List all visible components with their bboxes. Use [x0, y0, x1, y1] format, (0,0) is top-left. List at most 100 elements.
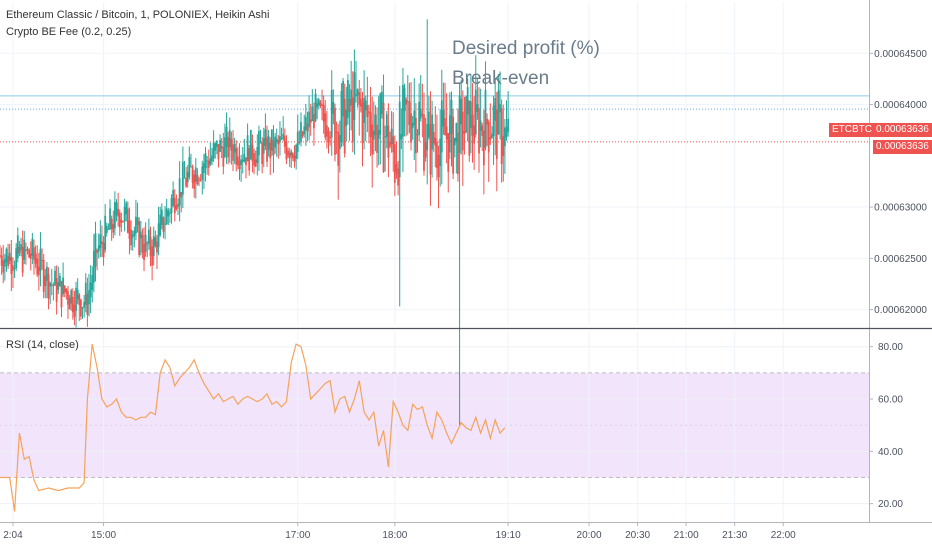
candle-body — [463, 130, 466, 134]
candle-body — [389, 141, 391, 147]
candle-body — [489, 137, 492, 140]
candle-body — [42, 259, 45, 292]
candle-body — [2, 260, 5, 273]
candle-body — [392, 136, 395, 153]
candle-body — [49, 283, 52, 287]
candle-body — [78, 294, 81, 306]
candle-body — [46, 266, 48, 281]
candle-body — [243, 153, 246, 162]
candle-body — [482, 130, 485, 166]
time-axis-label: 15:00 — [91, 530, 116, 541]
candle-body — [319, 102, 322, 106]
candle-body — [21, 247, 24, 273]
candle-body — [258, 131, 260, 156]
candle-body — [249, 130, 252, 160]
candle-body — [89, 282, 92, 298]
candle-body — [28, 249, 31, 258]
rsi-axis-label: 20.00 — [878, 499, 903, 510]
candle-body — [58, 275, 61, 287]
candle-body — [253, 153, 255, 166]
candle-body — [96, 249, 98, 253]
candle-body — [191, 166, 194, 183]
candle-body — [466, 87, 469, 115]
rsi-line — [0, 343, 506, 512]
candle-body — [503, 127, 506, 147]
candle-body — [164, 223, 166, 225]
symbol-legend[interactable]: Ethereum Classic / Bitcoin, 1, POLONIEX,… — [6, 9, 270, 21]
candle-body — [356, 89, 359, 96]
time-axis-label: 22:00 — [771, 530, 796, 541]
candle-body — [70, 290, 73, 304]
candle-body — [329, 136, 332, 139]
candle-body — [411, 122, 414, 128]
candle-body — [235, 148, 238, 165]
candle-body — [387, 125, 390, 158]
candle-body — [439, 138, 442, 167]
candle-body — [431, 114, 433, 150]
candle-body — [55, 278, 58, 303]
candle-body — [400, 134, 403, 140]
candle-body — [50, 284, 53, 286]
candle-body — [172, 190, 175, 206]
candle-body — [332, 101, 335, 114]
candle-body — [15, 248, 18, 269]
candle-body — [29, 253, 32, 259]
candle-body — [144, 234, 147, 252]
candle-body — [160, 209, 163, 225]
candle-body — [165, 208, 168, 225]
time-axis-label: 18:00 — [382, 530, 407, 541]
candle-body — [71, 296, 74, 313]
candle-body — [169, 212, 171, 214]
candle-body — [366, 105, 369, 118]
candle-body — [505, 126, 508, 137]
candle-body — [152, 236, 155, 256]
candle-body — [474, 89, 477, 135]
candle-body — [403, 87, 406, 111]
indicator-legend[interactable]: Crypto BE Fee (0.2, 0.25) — [6, 26, 132, 38]
candle-body — [81, 307, 84, 309]
candle-body — [313, 113, 315, 129]
candle-body — [222, 147, 225, 167]
candle-body — [26, 249, 29, 251]
candle-body — [279, 136, 281, 143]
candle-body — [54, 270, 56, 286]
candle-body — [327, 130, 330, 143]
candle-body — [233, 143, 236, 153]
candle-body — [16, 235, 19, 259]
rsi-axis-label: 40.00 — [878, 447, 903, 458]
rsi-legend[interactable]: RSI (14, close) — [6, 339, 79, 351]
candle-body — [198, 179, 200, 181]
candle-body — [495, 109, 498, 160]
candle-body — [290, 151, 293, 156]
candle-body — [133, 230, 136, 237]
candle-body — [143, 243, 145, 261]
candle-body — [423, 114, 425, 171]
candle-body — [151, 246, 154, 266]
candle-body — [91, 275, 94, 290]
candle-body — [248, 148, 251, 171]
candle-body — [177, 203, 179, 208]
candle-body — [236, 156, 239, 166]
candle-body — [447, 133, 450, 172]
candle-body — [256, 147, 259, 163]
candle-body — [364, 100, 367, 111]
candle-body — [338, 135, 341, 149]
candle-body — [220, 145, 223, 149]
price-axis-area — [869, 0, 932, 550]
candle-body — [130, 229, 132, 246]
price-axis-label: 0.00062500 — [874, 254, 927, 265]
candle-body — [288, 152, 291, 159]
time-axis-label: 19:10 — [496, 530, 521, 541]
candle-body — [173, 197, 176, 214]
candle-body — [374, 114, 377, 136]
price-axis-label: 0.00063000 — [874, 203, 927, 214]
time-axis-label: 20:00 — [577, 530, 602, 541]
candle-body — [186, 171, 189, 183]
candle-body — [194, 167, 197, 182]
second-price-tag: 0.00063636 — [873, 140, 932, 154]
candle-body — [63, 285, 66, 293]
candle-body — [334, 107, 336, 155]
candle-body — [88, 290, 90, 305]
